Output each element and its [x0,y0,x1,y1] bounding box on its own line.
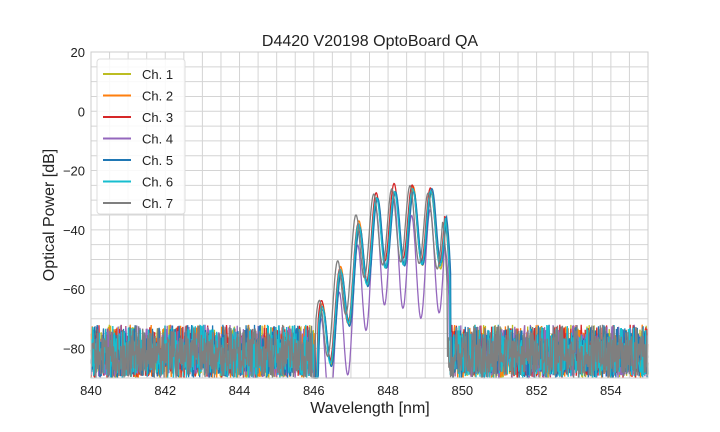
y-tick-label: −80 [63,341,85,356]
y-tick-label: −20 [63,164,85,179]
legend-label: Ch. 2 [142,89,173,104]
y-tick-labels: 20 0 −20 −40 −60 −80 [63,45,85,356]
x-tick-label: 846 [303,383,325,398]
x-tick-label: 854 [600,383,622,398]
x-tick-label: 842 [154,383,176,398]
x-tick-label: 850 [451,383,473,398]
y-tick-label: 20 [71,45,85,60]
series-lines [90,182,649,380]
legend-label: Ch. 1 [142,67,173,82]
y-tick-label: −60 [63,282,85,297]
chart-title: D4420 V20198 OptoBoard QA [262,33,478,50]
plot-frame [90,51,649,379]
x-tick-label: 840 [80,383,102,398]
legend-label: Ch. 6 [142,175,173,190]
series-line-ch7 [90,184,649,379]
legend-label: Ch. 3 [142,110,173,125]
legend-label: Ch. 7 [142,196,173,211]
x-tick-label: 844 [229,383,251,398]
y-tick-label: −40 [63,223,85,238]
legend: Ch. 1 Ch. 2 Ch. 3 Ch. 4 Ch. 5 Ch. 6 Ch. 7 [96,58,186,215]
x-tick-label: 852 [526,383,548,398]
x-tick-label: 848 [377,383,399,398]
legend-label: Ch. 5 [142,153,173,168]
y-tick-label: 0 [78,104,85,119]
x-tick-labels: 840 842 844 846 848 850 852 854 [80,383,622,398]
y-axis-label: Optical Power [dB] [41,149,58,282]
legend-label: Ch. 4 [142,132,173,147]
x-axis-label: Wavelength [nm] [310,400,429,417]
